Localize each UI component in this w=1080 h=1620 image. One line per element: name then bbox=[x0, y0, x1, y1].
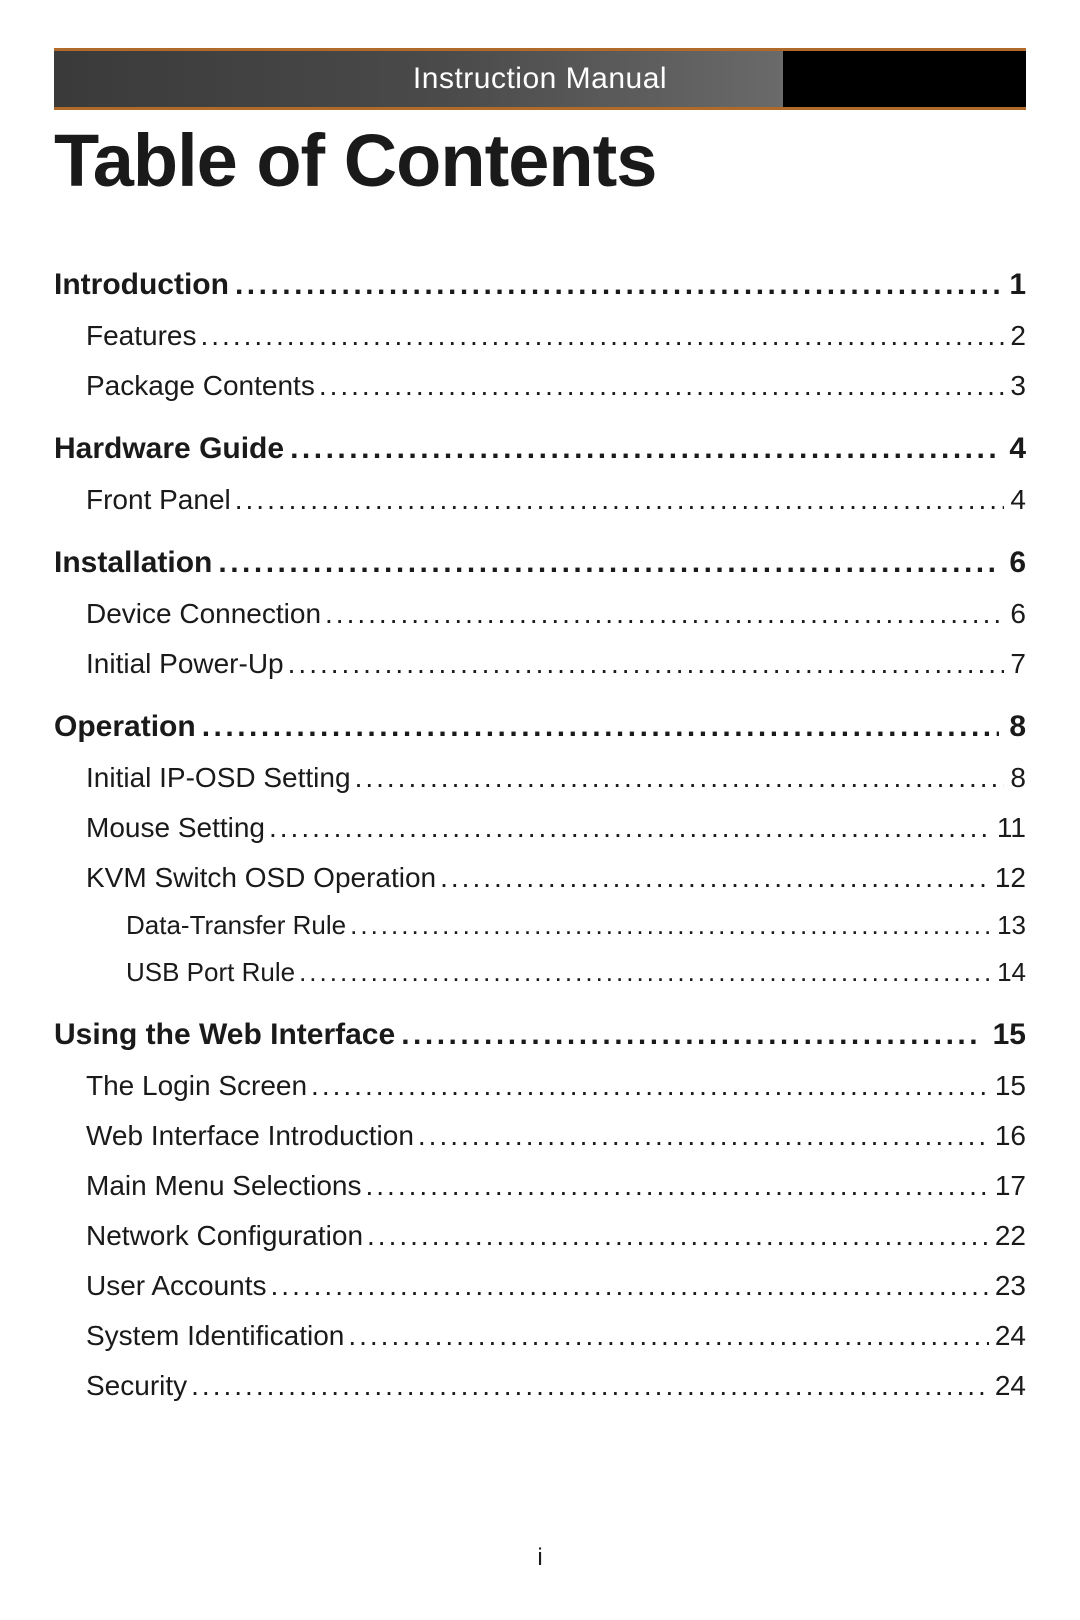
toc-page-number: 4 bbox=[1008, 484, 1026, 516]
toc-label: System Identification bbox=[86, 1320, 344, 1352]
toc-leader bbox=[440, 862, 989, 894]
toc-entry: Mouse Setting 11 bbox=[86, 812, 1026, 844]
toc-entry: The Login Screen 15 bbox=[86, 1070, 1026, 1102]
page-number: i bbox=[0, 1544, 1080, 1572]
toc-leader bbox=[191, 1370, 989, 1402]
toc-leader bbox=[269, 812, 991, 844]
toc-label: Using the Web Interface bbox=[54, 1018, 397, 1052]
toc-label: KVM Switch OSD Operation bbox=[86, 862, 436, 894]
toc-label: Hardware Guide bbox=[54, 432, 286, 466]
toc-label: User Accounts bbox=[86, 1270, 267, 1302]
toc-entry: USB Port Rule 14 bbox=[126, 957, 1026, 988]
toc-leader bbox=[271, 1270, 989, 1302]
toc-leader bbox=[365, 1170, 988, 1202]
toc-page-number: 14 bbox=[995, 957, 1026, 988]
toc-label: The Login Screen bbox=[86, 1070, 307, 1102]
toc-leader bbox=[299, 957, 991, 988]
toc-entry: Data-Transfer Rule 13 bbox=[126, 910, 1026, 941]
toc-page-number: 2 bbox=[1008, 320, 1026, 352]
toc-entry: Network Configuration 22 bbox=[86, 1220, 1026, 1252]
toc-leader bbox=[290, 432, 999, 466]
toc-entry: Initial Power-Up 7 bbox=[86, 648, 1026, 680]
toc-leader bbox=[235, 268, 999, 302]
toc-page-number: 8 bbox=[1003, 710, 1026, 744]
toc-label: Network Configuration bbox=[86, 1220, 363, 1252]
toc-page-number: 16 bbox=[993, 1120, 1026, 1152]
toc-label: Installation bbox=[54, 546, 214, 580]
toc-entry: Package Contents 3 bbox=[86, 370, 1026, 402]
toc-page-number: 6 bbox=[1003, 546, 1026, 580]
toc-page-number: 15 bbox=[987, 1018, 1026, 1052]
toc-leader bbox=[288, 648, 1005, 680]
toc-entry: Using the Web Interface 15 bbox=[54, 1018, 1026, 1052]
toc-label: Initial IP-OSD Setting bbox=[86, 762, 351, 794]
toc-entry: Introduction 1 bbox=[54, 268, 1026, 302]
toc-leader bbox=[235, 484, 1005, 516]
toc-label: Front Panel bbox=[86, 484, 231, 516]
toc-leader bbox=[218, 546, 999, 580]
toc-page-number: 17 bbox=[993, 1170, 1026, 1202]
toc-label: Mouse Setting bbox=[86, 812, 265, 844]
header-bar-top-border bbox=[54, 48, 1026, 51]
toc-page-number: 11 bbox=[995, 812, 1026, 844]
toc-leader bbox=[350, 910, 991, 941]
toc-label: Introduction bbox=[54, 268, 231, 302]
toc-label: USB Port Rule bbox=[126, 957, 295, 988]
toc-label: Security bbox=[86, 1370, 187, 1402]
toc-leader bbox=[355, 762, 1005, 794]
toc-page-number: 24 bbox=[993, 1370, 1026, 1402]
toc-label: Main Menu Selections bbox=[86, 1170, 361, 1202]
toc-page-number: 15 bbox=[993, 1070, 1026, 1102]
toc-leader bbox=[367, 1220, 989, 1252]
toc-page-number: 1 bbox=[1003, 268, 1026, 302]
toc-leader bbox=[418, 1120, 989, 1152]
toc-entry: Operation 8 bbox=[54, 710, 1026, 744]
toc-page-number: 4 bbox=[1003, 432, 1026, 466]
toc-page-number: 7 bbox=[1008, 648, 1026, 680]
toc-label: Device Connection bbox=[86, 598, 321, 630]
toc-page-number: 23 bbox=[993, 1270, 1026, 1302]
toc-page-number: 6 bbox=[1008, 598, 1026, 630]
toc-entry: Features 2 bbox=[86, 320, 1026, 352]
table-of-contents: Introduction 1 Features 2 Package Contents… bbox=[54, 268, 1026, 1402]
toc-leader bbox=[325, 598, 1004, 630]
toc-label: Operation bbox=[54, 710, 198, 744]
toc-entry: Front Panel 4 bbox=[86, 484, 1026, 516]
toc-page-number: 12 bbox=[993, 862, 1026, 894]
toc-label: Web Interface Introduction bbox=[86, 1120, 414, 1152]
toc-page-number: 3 bbox=[1008, 370, 1026, 402]
toc-entry: Main Menu Selections 17 bbox=[86, 1170, 1026, 1202]
toc-leader bbox=[348, 1320, 989, 1352]
toc-page-number: 13 bbox=[995, 910, 1026, 941]
toc-label: Data-Transfer Rule bbox=[126, 910, 346, 941]
header-bar: Instruction Manual bbox=[54, 48, 1026, 110]
toc-label: Features bbox=[86, 320, 197, 352]
toc-entry: System Identification 24 bbox=[86, 1320, 1026, 1352]
toc-leader bbox=[319, 370, 1005, 402]
toc-entry: Initial IP-OSD Setting 8 bbox=[86, 762, 1026, 794]
header-bar-bottom-border bbox=[54, 107, 1026, 110]
page: Instruction Manual Table of Contents Int… bbox=[0, 0, 1080, 1620]
toc-page-number: 22 bbox=[993, 1220, 1026, 1252]
toc-entry: Security 24 bbox=[86, 1370, 1026, 1402]
toc-entry: Device Connection 6 bbox=[86, 598, 1026, 630]
toc-page-number: 24 bbox=[993, 1320, 1026, 1352]
toc-page-number: 8 bbox=[1008, 762, 1026, 794]
page-title: Table of Contents bbox=[54, 118, 656, 203]
toc-entry: User Accounts 23 bbox=[86, 1270, 1026, 1302]
toc-leader bbox=[311, 1070, 989, 1102]
toc-label: Package Contents bbox=[86, 370, 315, 402]
toc-leader bbox=[201, 320, 1005, 352]
toc-entry: Installation 6 bbox=[54, 546, 1026, 580]
toc-entry: Web Interface Introduction 16 bbox=[86, 1120, 1026, 1152]
header-label: Instruction Manual bbox=[413, 62, 667, 96]
toc-label: Initial Power-Up bbox=[86, 648, 284, 680]
toc-leader bbox=[401, 1018, 982, 1052]
toc-entry: Hardware Guide 4 bbox=[54, 432, 1026, 466]
toc-leader bbox=[202, 710, 1000, 744]
toc-entry: KVM Switch OSD Operation 12 bbox=[86, 862, 1026, 894]
